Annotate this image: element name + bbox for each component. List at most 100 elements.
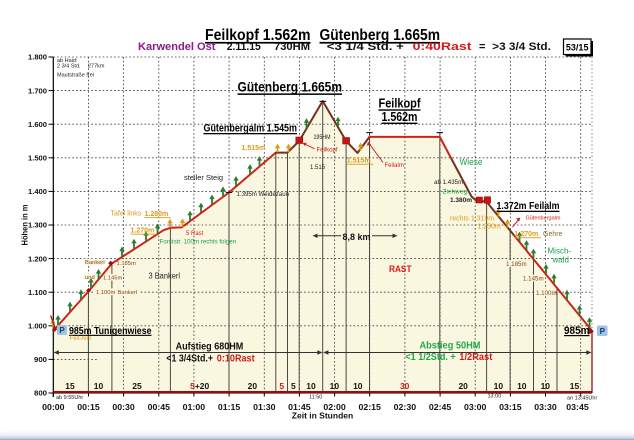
svg-text:1.400: 1.400 xyxy=(28,187,47,196)
svg-text:1.145m: 1.145m xyxy=(523,276,544,283)
svg-text:Tafel links: Tafel links xyxy=(111,211,142,218)
svg-text:Wiese: Wiese xyxy=(460,157,483,167)
svg-text:11:50: 11:50 xyxy=(309,395,322,401)
svg-text:10: 10 xyxy=(494,381,504,391)
svg-text:Aufstieg 680HM: Aufstieg 680HM xyxy=(176,340,244,352)
svg-text:02:30: 02:30 xyxy=(394,403,417,412)
svg-text:13:00: 13:00 xyxy=(488,394,502,400)
svg-text:1.700: 1.700 xyxy=(28,86,47,95)
svg-text:<3 1/4 Std. +: <3 1/4 Std. + xyxy=(327,41,404,53)
svg-text:01:45: 01:45 xyxy=(288,403,311,412)
svg-text:Feil-Alm: Feil-Alm xyxy=(70,336,92,342)
svg-text:wald: wald xyxy=(552,256,569,265)
svg-text:1.250m: 1.250m xyxy=(478,224,502,231)
svg-text:730HM: 730HM xyxy=(274,41,310,53)
svg-text:1.515m: 1.515m xyxy=(347,158,371,165)
svg-text:Mautstraße frei: Mautstraße frei xyxy=(57,73,94,79)
svg-text:Gütenbergalm: Gütenbergalm xyxy=(526,216,561,222)
svg-text:Abstieg 50HM: Abstieg 50HM xyxy=(420,340,481,352)
svg-text:1.600: 1.600 xyxy=(28,120,47,129)
svg-text:2 3/4 Std.: 2 3/4 Std. xyxy=(57,64,81,70)
svg-text:5 Rast: 5 Rast xyxy=(186,231,204,237)
svg-text:10: 10 xyxy=(330,381,340,391)
svg-text:01:30: 01:30 xyxy=(253,403,276,412)
svg-text:Zeit in Stunden: Zeit in Stunden xyxy=(292,411,353,421)
svg-text:8,8 km: 8,8 km xyxy=(343,232,371,243)
svg-text:1.800: 1.800 xyxy=(28,53,47,62)
svg-text:Misch-: Misch- xyxy=(548,247,572,256)
svg-text:1.270m: 1.270m xyxy=(515,231,539,238)
svg-text:steiler Steig: steiler Steig xyxy=(184,173,223,182)
svg-text:25: 25 xyxy=(132,381,142,391)
svg-text:02:00: 02:00 xyxy=(323,403,346,412)
svg-text:1.100: 1.100 xyxy=(28,288,47,297)
svg-text:00:00: 00:00 xyxy=(42,403,65,412)
svg-text:10: 10 xyxy=(306,381,316,391)
svg-text:800: 800 xyxy=(34,389,47,398)
svg-text:1.500: 1.500 xyxy=(28,154,47,163)
svg-text:01:00: 01:00 xyxy=(183,403,206,412)
svg-text:Karwendel Ost: Karwendel Ost xyxy=(138,41,216,53)
svg-text:1.395m Weidezaun: 1.395m Weidezaun xyxy=(237,191,290,198)
svg-text:Bankerl: Bankerl xyxy=(118,290,138,296)
svg-text:00:45: 00:45 xyxy=(148,403,171,412)
svg-text:1.200: 1.200 xyxy=(28,254,47,263)
svg-text:P: P xyxy=(59,326,65,335)
svg-text:Ziehweg: Ziehweg xyxy=(443,189,468,196)
svg-text:Feilkopf: Feilkopf xyxy=(317,148,338,154)
svg-text:1.000: 1.000 xyxy=(28,322,47,331)
svg-text:00:30: 00:30 xyxy=(112,403,135,412)
svg-text:an 13:45Uhr: an 13:45Uhr xyxy=(567,396,597,402)
svg-text:03:15: 03:15 xyxy=(499,403,522,412)
svg-text:Bankerl: Bankerl xyxy=(85,260,105,266)
svg-text:und: und xyxy=(85,275,95,281)
svg-text:00:15: 00:15 xyxy=(77,403,100,412)
svg-text:10: 10 xyxy=(517,381,527,391)
svg-text:1.562m: 1.562m xyxy=(382,110,418,124)
svg-text:1.380m: 1.380m xyxy=(450,197,472,204)
svg-text:1.300: 1.300 xyxy=(28,221,47,230)
svg-text:20: 20 xyxy=(458,381,468,391)
svg-text:Gütenbergalm 1.545m: Gütenbergalm 1.545m xyxy=(204,123,298,135)
svg-text:01:15: 01:15 xyxy=(218,403,241,412)
svg-text:985m Tunigenwiese: 985m Tunigenwiese xyxy=(69,326,152,337)
svg-text:Feilkopf: Feilkopf xyxy=(379,97,422,111)
svg-text:Gütenberg 1.665m: Gütenberg 1.665m xyxy=(320,27,441,44)
svg-text:1/2Rast: 1/2Rast xyxy=(459,352,493,363)
svg-text:1.515m: 1.515m xyxy=(242,145,266,152)
svg-text:Forststr. 100m rechts folgen: Forststr. 100m rechts folgen xyxy=(160,239,237,246)
svg-text:5: 5 xyxy=(291,381,296,391)
svg-text:Gütenberg 1.665m: Gütenberg 1.665m xyxy=(238,80,343,95)
svg-text:15: 15 xyxy=(65,381,75,391)
svg-text:03:00: 03:00 xyxy=(464,403,487,412)
svg-text:ab 1.435m: ab 1.435m xyxy=(434,179,463,186)
svg-text:Gehre: Gehre xyxy=(543,231,563,238)
svg-text:>3 3/4 Std.: >3 3/4 Std. xyxy=(492,41,551,53)
svg-text:5+20: 5+20 xyxy=(190,381,209,391)
svg-text:Höhen in m: Höhen in m xyxy=(20,204,30,245)
svg-text:985m: 985m xyxy=(564,325,590,337)
svg-text:20: 20 xyxy=(248,381,258,391)
svg-text:RAST: RAST xyxy=(389,264,412,275)
svg-text:30: 30 xyxy=(400,381,410,391)
svg-text:2.11.15: 2.11.15 xyxy=(227,41,261,53)
svg-text:1.145m: 1.145m xyxy=(103,276,123,282)
svg-text:277km: 277km xyxy=(88,64,105,70)
svg-text:Feilkopf 1.562m: Feilkopf 1.562m xyxy=(205,27,311,44)
svg-text:10: 10 xyxy=(353,381,363,391)
svg-text:10: 10 xyxy=(541,381,551,391)
svg-text:03:45: 03:45 xyxy=(566,403,589,412)
svg-text:1.185m: 1.185m xyxy=(506,261,527,268)
svg-text:5: 5 xyxy=(279,381,284,391)
svg-text:0:10Rast: 0:10Rast xyxy=(217,353,255,364)
svg-text:1.280m: 1.280m xyxy=(145,211,169,218)
svg-text:02:15: 02:15 xyxy=(359,403,382,412)
svg-text:rechts 1.319m: rechts 1.319m xyxy=(450,216,494,223)
svg-text:900: 900 xyxy=(34,355,47,364)
svg-text:10: 10 xyxy=(94,381,104,391)
svg-text:53/15: 53/15 xyxy=(566,43,589,53)
svg-text:<1 3/4Std.+: <1 3/4Std.+ xyxy=(166,353,213,364)
svg-text:1.100m: 1.100m xyxy=(536,290,557,297)
svg-text:1.372m Feilalm: 1.372m Feilalm xyxy=(497,200,560,212)
svg-text:ab 9:55Uhr: ab 9:55Uhr xyxy=(56,395,83,401)
